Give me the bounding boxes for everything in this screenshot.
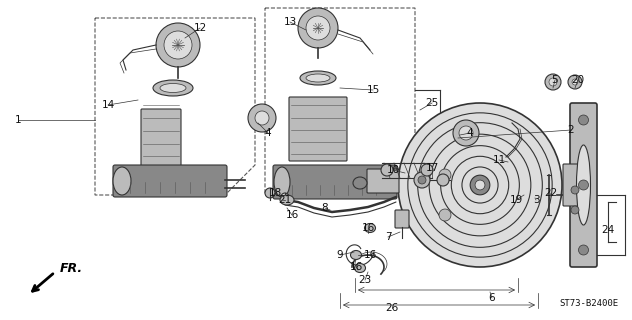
Text: 20: 20 xyxy=(571,75,585,85)
Circle shape xyxy=(439,209,451,221)
Text: 22: 22 xyxy=(544,188,557,198)
Text: 7: 7 xyxy=(385,232,391,242)
FancyBboxPatch shape xyxy=(141,109,181,171)
Text: 15: 15 xyxy=(367,85,380,95)
Circle shape xyxy=(439,169,451,181)
Text: 11: 11 xyxy=(492,155,506,165)
Circle shape xyxy=(398,103,562,267)
Circle shape xyxy=(298,8,338,48)
Ellipse shape xyxy=(153,80,193,96)
Text: 10: 10 xyxy=(386,165,399,175)
Text: 13: 13 xyxy=(283,17,296,27)
Text: 12: 12 xyxy=(193,23,207,33)
FancyBboxPatch shape xyxy=(563,164,587,206)
Circle shape xyxy=(549,78,557,86)
Circle shape xyxy=(571,186,579,194)
Circle shape xyxy=(414,172,430,188)
Ellipse shape xyxy=(280,195,294,205)
Circle shape xyxy=(578,245,588,255)
Text: 2: 2 xyxy=(568,125,574,135)
Circle shape xyxy=(475,180,485,190)
Circle shape xyxy=(572,79,578,85)
Circle shape xyxy=(459,126,473,140)
Circle shape xyxy=(568,75,582,89)
Text: 23: 23 xyxy=(358,275,372,285)
Circle shape xyxy=(306,16,330,40)
Text: 19: 19 xyxy=(509,195,523,205)
Ellipse shape xyxy=(353,177,367,189)
Circle shape xyxy=(578,180,588,190)
Text: 14: 14 xyxy=(101,100,114,110)
Text: 21: 21 xyxy=(278,195,291,205)
Circle shape xyxy=(571,206,579,214)
Circle shape xyxy=(255,111,269,125)
Text: 1: 1 xyxy=(15,115,21,125)
Text: 4: 4 xyxy=(466,128,473,138)
Circle shape xyxy=(156,23,200,67)
Text: 16: 16 xyxy=(363,250,377,260)
Text: 16: 16 xyxy=(362,223,375,233)
Circle shape xyxy=(453,120,479,146)
Circle shape xyxy=(437,174,449,186)
Text: 25: 25 xyxy=(425,98,439,108)
Ellipse shape xyxy=(306,74,330,82)
Text: 18: 18 xyxy=(269,188,282,198)
Ellipse shape xyxy=(576,145,590,225)
Text: 3: 3 xyxy=(533,195,539,205)
Circle shape xyxy=(421,164,433,176)
FancyBboxPatch shape xyxy=(273,165,397,199)
Ellipse shape xyxy=(365,223,375,233)
Circle shape xyxy=(578,115,588,125)
Text: 24: 24 xyxy=(602,225,615,235)
Circle shape xyxy=(248,104,276,132)
Text: 5: 5 xyxy=(552,75,558,85)
Ellipse shape xyxy=(160,84,186,92)
FancyBboxPatch shape xyxy=(570,103,597,267)
Text: 17: 17 xyxy=(425,163,439,173)
FancyBboxPatch shape xyxy=(113,165,227,197)
Text: 16: 16 xyxy=(286,210,299,220)
Ellipse shape xyxy=(355,263,365,273)
Ellipse shape xyxy=(351,251,362,260)
Text: 16: 16 xyxy=(349,262,363,272)
FancyBboxPatch shape xyxy=(367,169,399,193)
Text: 9: 9 xyxy=(337,250,343,260)
Text: 26: 26 xyxy=(386,303,399,313)
Ellipse shape xyxy=(300,71,336,85)
Circle shape xyxy=(418,176,426,184)
Text: 4: 4 xyxy=(265,128,271,138)
Circle shape xyxy=(381,164,393,176)
Ellipse shape xyxy=(274,167,290,197)
Ellipse shape xyxy=(281,193,289,201)
Circle shape xyxy=(164,31,192,59)
Circle shape xyxy=(545,74,561,90)
Text: 6: 6 xyxy=(489,293,495,303)
Text: FR.: FR. xyxy=(60,261,83,275)
Circle shape xyxy=(470,175,490,195)
Ellipse shape xyxy=(265,188,275,198)
Text: 8: 8 xyxy=(322,203,328,213)
FancyBboxPatch shape xyxy=(395,210,409,228)
Ellipse shape xyxy=(113,167,131,195)
FancyBboxPatch shape xyxy=(289,97,347,161)
Text: ST73-B2400E: ST73-B2400E xyxy=(559,299,618,308)
